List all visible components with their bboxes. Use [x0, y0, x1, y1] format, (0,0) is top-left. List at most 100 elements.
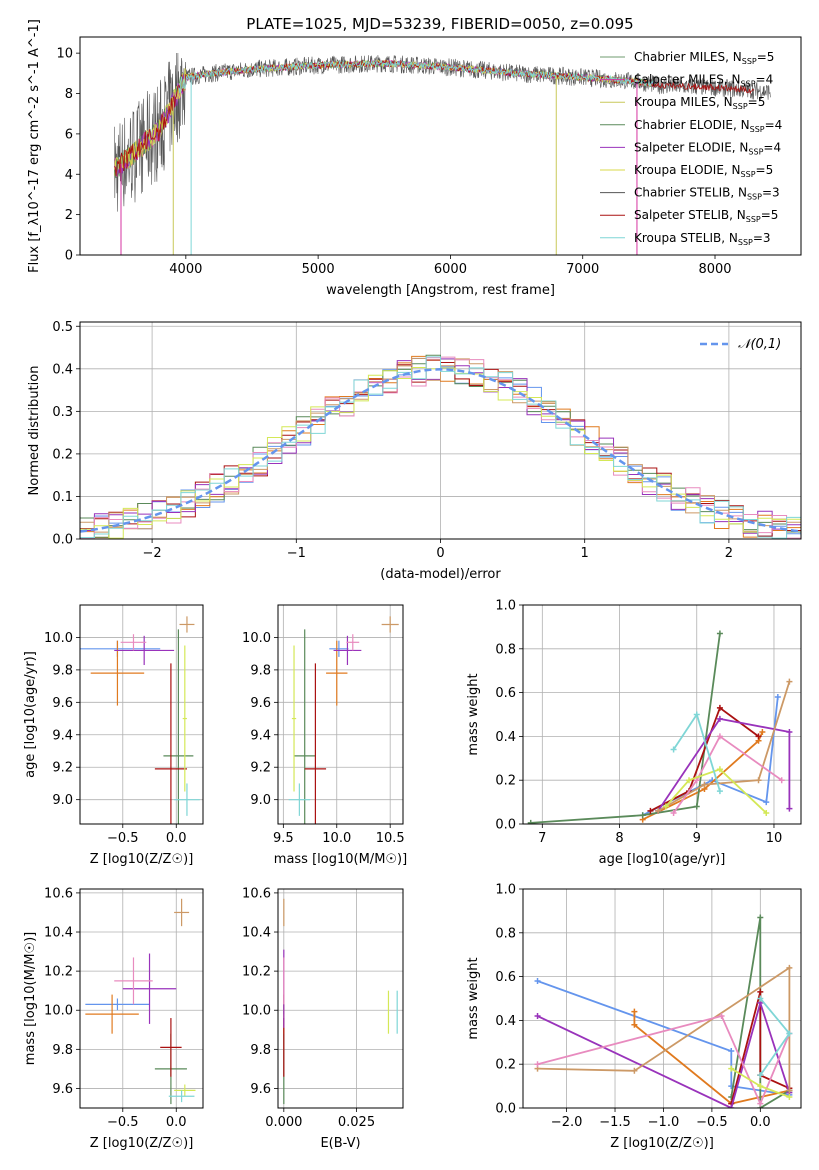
mass-weight-marker [757, 914, 764, 921]
error-bar-point [163, 629, 194, 824]
mass-weight-marker [728, 1048, 735, 1055]
y-tick-label: 9.6 [52, 696, 73, 711]
y-tick-label: 9.0 [250, 793, 271, 808]
mass-weight-marker [757, 1083, 764, 1090]
panel-1: −2 −1 0 1 2 0.0 0.1 0.2 0.3 0.4 0.5 (data-model)/er… [27, 320, 802, 582]
x-tick-label: 0.0 [166, 831, 187, 846]
plot-area [283, 898, 398, 1105]
panel-2: −0.5 0.0 9.0 9.2 9.4 9.6 9.8 10.0 Z [log10(Z/Z☉)… [23, 604, 204, 867]
x-tick-label: −1.0 [648, 1115, 680, 1130]
y-tick-label: 0 [65, 249, 73, 264]
mass-weight-marker [655, 807, 662, 814]
x-tick-label: 8000 [698, 262, 731, 277]
y-tick-label: 0.3 [52, 405, 73, 420]
axes-frame [277, 888, 404, 1109]
panel-0: 4000 5000 6000 7000 8000 0 2 4 6 8 10 wavelength [A… [27, 19, 802, 298]
y-axis-label: mass weight [466, 957, 481, 1039]
legend-label: Kroupa MILES, NSSP=5 [634, 95, 765, 111]
x-tick-label: 10.0 [322, 831, 351, 846]
mass-weight-series [672, 735, 783, 814]
y-tick-label: 0.8 [495, 926, 516, 941]
y-tick-label: 9.6 [52, 1082, 73, 1097]
error-bar-point [122, 953, 177, 1024]
plot-area [534, 914, 793, 1108]
y-tick-label: 10.2 [44, 965, 73, 980]
y-tick-label: 0.2 [52, 447, 73, 462]
error-bar-point [304, 663, 327, 824]
y-tick-label: 6 [65, 127, 73, 142]
mass-weight-marker [716, 766, 723, 773]
grid [278, 889, 403, 1108]
mass-weight-marker [693, 803, 700, 810]
mass-weight-marker [759, 729, 766, 736]
mass-weight-marker [757, 1100, 764, 1107]
ticks: 7 8 9 10 0.0 0.2 0.4 0.6 0.8 1.0 [495, 599, 782, 847]
plot-area [80, 354, 801, 539]
ticks: 0.000 0.025 9.6 9.8 10.0 10.2 10.4 10.6 [242, 886, 375, 1130]
mass-weight-series [759, 997, 791, 1076]
error-bar-point [114, 957, 153, 1005]
y-tick-label: 10.4 [242, 926, 271, 941]
x-tick-label: 0.000 [265, 1115, 302, 1130]
legend: 𝒩(0,1) [700, 337, 781, 352]
mass-weight-marker [786, 805, 793, 812]
mass-weight-marker [763, 810, 770, 817]
mass-weight-marker [716, 630, 723, 637]
error-bar-point [346, 634, 360, 651]
y-tick-label: 10.0 [242, 631, 271, 646]
error-bar-point [294, 629, 316, 824]
y-tick-label: 9.2 [52, 761, 73, 776]
panel-6: 0.000 0.025 9.6 9.8 10.0 10.2 10.4 10.6 E(B-V) [242, 886, 404, 1151]
mass-weight-marker [639, 812, 646, 819]
y-tick-label: 0.0 [495, 1102, 516, 1117]
y-tick-label: 4 [65, 168, 73, 183]
mass-weight-marker [693, 711, 700, 718]
error-bar-point [179, 616, 195, 633]
y-tick-label: 0.4 [495, 1014, 516, 1029]
mass-weight-series [665, 768, 767, 814]
error-bar-point [174, 898, 190, 927]
y-tick-label: 8 [65, 87, 73, 102]
y-tick-label: 0.0 [52, 533, 73, 548]
mass-weight-marker [647, 807, 654, 814]
x-tick-label: 0.0 [750, 1115, 771, 1130]
x-tick-label: −1 [287, 546, 306, 561]
plot-area [288, 616, 399, 824]
x-tick-label: 4000 [169, 262, 202, 277]
mass-weight-marker [786, 729, 793, 736]
y-tick-label: 10.0 [44, 631, 73, 646]
panel-4: 7 8 9 10 0.0 0.2 0.4 0.6 0.8 1.0 age [log10(age/yr… [466, 599, 802, 867]
mass-weight-marker [716, 733, 723, 740]
y-tick-label: 10 [56, 47, 73, 62]
y-tick-label: 9.8 [52, 1043, 73, 1058]
x-tick-label: −2.0 [551, 1115, 583, 1130]
y-tick-label: 9.8 [250, 1043, 271, 1058]
x-tick-label: 10.5 [376, 831, 405, 846]
mass-weight-marker [631, 1067, 638, 1074]
ticks: 9.5 10.0 10.5 9.0 9.2 9.4 9.6 9.8 10.0 [242, 631, 405, 846]
x-tick-label: 8 [615, 831, 623, 846]
plot-area [85, 898, 196, 1105]
y-tick-label: 9.4 [52, 728, 73, 743]
y-tick-label: 10.6 [242, 886, 271, 901]
legend-label: Kroupa STELIB, NSSP=3 [634, 231, 771, 247]
y-tick-label: 1.0 [495, 883, 516, 898]
legend-label: Chabrier ELODIE, NSSP=4 [634, 118, 782, 134]
y-tick-label: 0.6 [495, 686, 516, 701]
mass-weight-marker [534, 977, 541, 984]
axes-frame [522, 888, 802, 1109]
mass-weight-marker [716, 788, 723, 795]
x-tick-label: 7 [538, 831, 546, 846]
mass-weight-marker [716, 715, 723, 722]
y-tick-label: 9.2 [250, 761, 271, 776]
x-tick-label: 9 [693, 831, 701, 846]
x-axis-label: Z [log10(Z/Z☉)] [610, 1136, 714, 1151]
error-bar-point [120, 634, 147, 651]
axes-frame [79, 888, 204, 1109]
axes-frame [79, 36, 802, 256]
mass-weight-series [530, 633, 721, 824]
error-bar-point [291, 645, 297, 792]
panel-3: 9.5 10.0 10.5 9.0 9.2 9.4 9.6 9.8 10.0 mass [log1… [242, 604, 407, 867]
x-tick-label: 0.0 [166, 1115, 187, 1130]
mass-weight-marker [774, 693, 781, 700]
